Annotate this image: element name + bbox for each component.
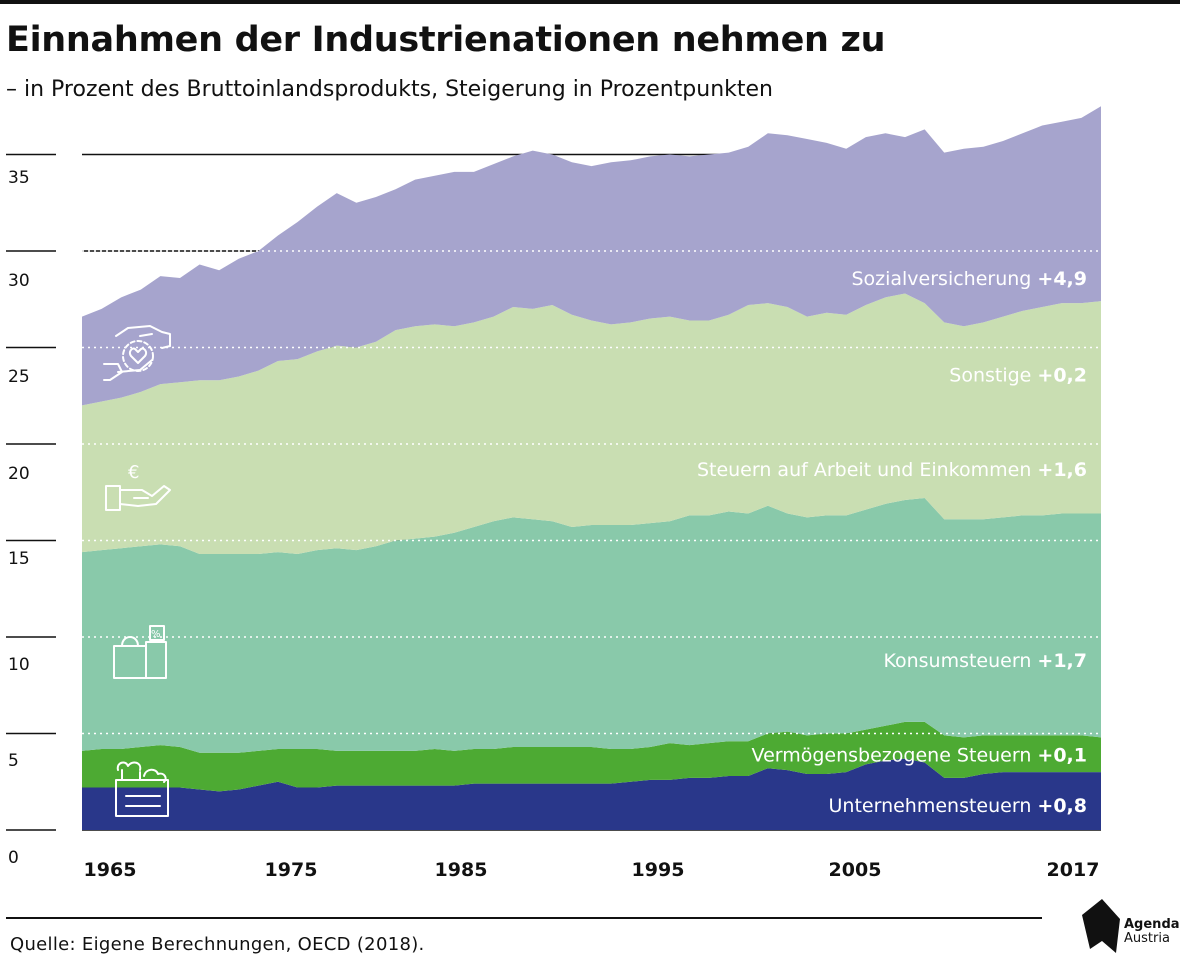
y-tick-label: 0 bbox=[8, 848, 19, 868]
x-tick-label: 2017 bbox=[1047, 859, 1100, 881]
bottom-rule bbox=[6, 917, 1042, 919]
svg-text:€: € bbox=[128, 462, 139, 483]
agenda-austria-logo-icon bbox=[1082, 899, 1120, 953]
x-axis-ticks: 1965 1975 1985 1995 2005 2017 bbox=[84, 859, 1100, 881]
area-unternehmensteuern bbox=[82, 758, 1101, 830]
x-tick-label: 2005 bbox=[829, 859, 882, 881]
label-sonstige: Sonstige +0,2 bbox=[949, 365, 1087, 387]
label-unternehmensteuern: Unternehmensteuern +0,8 bbox=[829, 795, 1088, 817]
hands-heart-icon bbox=[103, 325, 171, 381]
series-labels: Unternehmensteuern +0,8 Vermögensbezogene… bbox=[697, 268, 1087, 817]
x-tick-label: 1965 bbox=[84, 859, 137, 881]
x-tick-label: 1985 bbox=[435, 859, 488, 881]
y-tick-label: 35 bbox=[8, 168, 30, 188]
label-verm-gensbezogene-steuern: Vermögensbezogene Steuern +0,1 bbox=[752, 745, 1087, 767]
chart-title: Einnahmen der Industrienationen nehmen z… bbox=[6, 20, 886, 60]
logo-text: Agenda Austria bbox=[1124, 918, 1180, 946]
y-tick-label: 10 bbox=[8, 655, 30, 675]
x-tick-label: 1995 bbox=[632, 859, 685, 881]
label-steuern-auf-arbeit-und-einkommen: Steuern auf Arbeit und Einkommen +1,6 bbox=[697, 459, 1087, 481]
dotted-gridlines bbox=[82, 250, 1101, 735]
area-sozialversicherung bbox=[82, 106, 1101, 406]
label-sozialversicherung: Sozialversicherung +4,9 bbox=[851, 268, 1087, 290]
y-tick-label: 15 bbox=[8, 549, 30, 569]
label-konsumsteuern: Konsumsteuern +1,7 bbox=[883, 650, 1087, 672]
chart-subtitle: – in Prozent des Bruttoinlandsprodukts, … bbox=[6, 77, 773, 102]
hand-euro-icon: € bbox=[105, 462, 171, 511]
top-rule bbox=[0, 0, 1180, 4]
y-tick-label: 25 bbox=[8, 367, 30, 387]
stacked-area-chart: € % Unternehmensteuern +0,8 Vermögensbezo… bbox=[6, 106, 1101, 881]
y-axis-ticks: 35 30 25 20 15 10 5 0 bbox=[8, 168, 30, 868]
area-series bbox=[82, 106, 1101, 830]
shopping-bags-icon: % bbox=[113, 625, 167, 679]
area-konsumsteuern bbox=[82, 498, 1101, 753]
y-tick-label: 20 bbox=[8, 464, 30, 484]
logo-line1: Agenda bbox=[1124, 917, 1180, 932]
category-icons: € % bbox=[103, 325, 171, 817]
svg-text:%: % bbox=[151, 629, 161, 640]
y-tick-label: 5 bbox=[8, 751, 19, 771]
source-note: Quelle: Eigene Berechnungen, OECD (2018)… bbox=[10, 934, 425, 955]
factory-icon bbox=[115, 761, 169, 817]
y-tick-label: 30 bbox=[8, 271, 30, 291]
area-verm-gensbezogene-steuern bbox=[82, 721, 1101, 792]
area-steuern-auf-arbeit-und-einkommen bbox=[82, 293, 1101, 555]
x-tick-label: 1975 bbox=[265, 859, 318, 881]
logo-line2: Austria bbox=[1124, 931, 1170, 946]
